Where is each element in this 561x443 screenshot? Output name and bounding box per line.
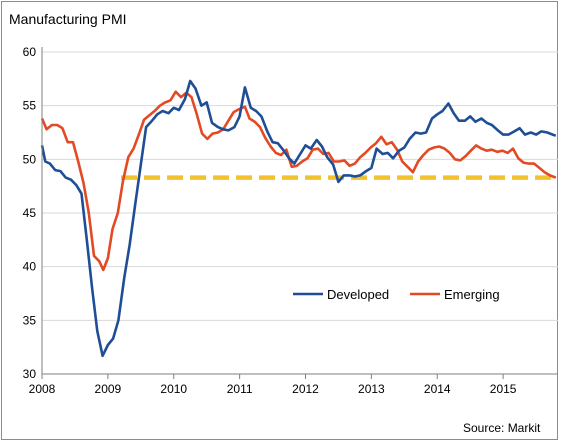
gridlines xyxy=(42,51,558,321)
x-tick-label-2014: 2014 xyxy=(424,382,451,396)
x-tick-label-2008: 2008 xyxy=(29,382,56,396)
x-tick-label-2015: 2015 xyxy=(490,382,517,396)
y-tick-label-30: 30 xyxy=(23,367,37,381)
axes xyxy=(41,47,558,375)
y-tick-label-55: 55 xyxy=(23,99,37,113)
series-line-emerging xyxy=(40,90,557,272)
x-tick-label-2009: 2009 xyxy=(95,382,122,396)
y-tick-label-45: 45 xyxy=(23,206,37,220)
legend: Developed Emerging xyxy=(293,287,500,302)
x-tick-label-2012: 2012 xyxy=(292,382,319,396)
x-tick-label-2010: 2010 xyxy=(160,382,187,396)
series-lines xyxy=(40,79,557,358)
source-note: Source: Markit xyxy=(463,421,541,435)
legend-label-emerging: Emerging xyxy=(444,287,500,302)
y-tick-label-50: 50 xyxy=(23,152,37,166)
x-tick-label-2013: 2013 xyxy=(358,382,385,396)
y-tick-label-40: 40 xyxy=(23,260,37,274)
x-axis-ticks: 2008 2009 2010 2011 2012 2013 2014 2015 xyxy=(29,374,517,396)
y-tick-label-60: 60 xyxy=(23,45,37,59)
y-axis-ticks: 30 35 40 45 50 55 60 xyxy=(23,45,37,381)
series-line-developed xyxy=(40,79,557,358)
y-tick-label-35: 35 xyxy=(23,313,37,327)
x-tick-label-2011: 2011 xyxy=(227,382,253,396)
chart-title: Manufacturing PMI xyxy=(9,11,127,27)
legend-label-developed: Developed xyxy=(327,287,389,302)
